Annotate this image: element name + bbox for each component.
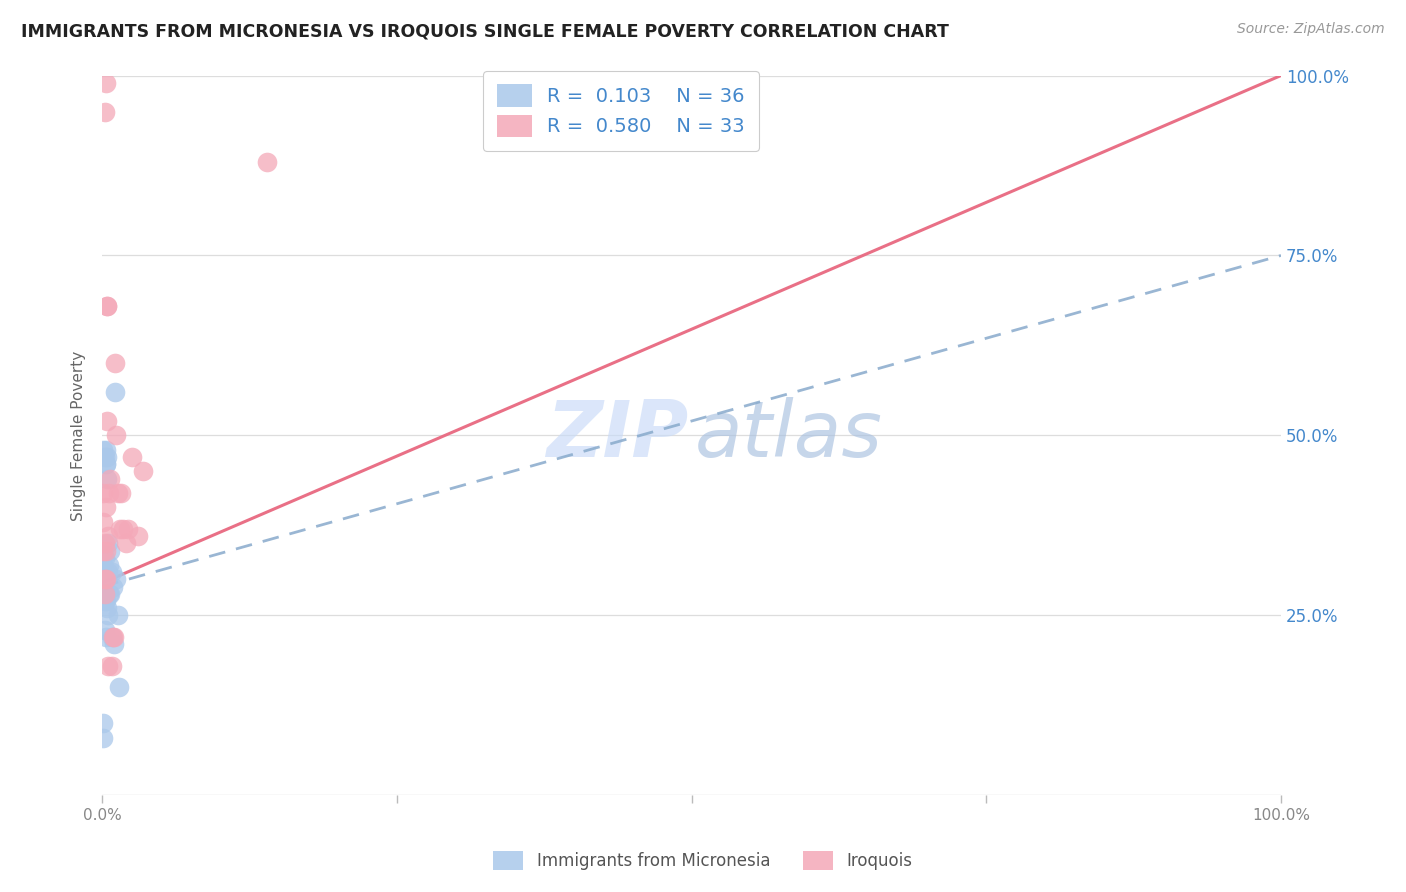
Text: IMMIGRANTS FROM MICRONESIA VS IROQUOIS SINGLE FEMALE POVERTY CORRELATION CHART: IMMIGRANTS FROM MICRONESIA VS IROQUOIS S… — [21, 22, 949, 40]
Point — [98, 486, 121, 500]
Point — [97, 565, 120, 579]
Point — [112, 522, 135, 536]
Point — [110, 486, 132, 500]
Point — [93, 716, 115, 731]
Point — [107, 608, 129, 623]
Point — [93, 486, 115, 500]
Point — [104, 385, 127, 400]
Point — [132, 464, 155, 478]
Point — [93, 536, 115, 550]
Point — [127, 529, 149, 543]
Point — [93, 573, 115, 587]
Point — [98, 558, 121, 572]
Point — [94, 594, 117, 608]
Point — [96, 450, 118, 464]
Point — [93, 565, 115, 579]
Point — [96, 299, 118, 313]
Point — [117, 522, 139, 536]
Point — [96, 414, 118, 428]
Text: ZIP: ZIP — [546, 398, 688, 474]
Point — [93, 550, 115, 565]
Point — [100, 472, 122, 486]
Point — [256, 154, 278, 169]
Legend: Immigrants from Micronesia, Iroquois: Immigrants from Micronesia, Iroquois — [486, 844, 920, 877]
Point — [114, 536, 136, 550]
Point — [93, 623, 115, 637]
Point — [105, 573, 128, 587]
Point — [93, 515, 115, 529]
Point — [121, 450, 143, 464]
Point — [93, 558, 115, 572]
Point — [94, 442, 117, 457]
Point — [101, 580, 124, 594]
Point — [101, 630, 124, 644]
Point — [103, 637, 125, 651]
Point — [94, 543, 117, 558]
Point — [97, 536, 120, 550]
Point — [107, 486, 129, 500]
Point — [98, 587, 121, 601]
Point — [100, 587, 122, 601]
Point — [94, 500, 117, 515]
Point — [93, 104, 115, 119]
Point — [93, 573, 115, 587]
Point — [93, 442, 115, 457]
Point — [93, 587, 115, 601]
Point — [104, 356, 127, 370]
Point — [108, 522, 131, 536]
Point — [97, 529, 120, 543]
Point — [97, 608, 120, 623]
Point — [96, 601, 118, 615]
Point — [93, 587, 115, 601]
Point — [94, 630, 117, 644]
Point — [93, 573, 115, 587]
Point — [96, 472, 118, 486]
Point — [94, 76, 117, 90]
Point — [93, 543, 115, 558]
Text: atlas: atlas — [695, 398, 883, 474]
Point — [94, 573, 117, 587]
Point — [93, 450, 115, 464]
Point — [100, 630, 122, 644]
Point — [93, 731, 115, 745]
Point — [105, 428, 128, 442]
Y-axis label: Single Female Poverty: Single Female Poverty — [72, 351, 86, 521]
Point — [107, 681, 129, 695]
Legend: R =  0.103    N = 36, R =  0.580    N = 33: R = 0.103 N = 36, R = 0.580 N = 33 — [484, 70, 759, 151]
Point — [94, 457, 117, 471]
Point — [100, 565, 122, 579]
Point — [100, 658, 122, 673]
Point — [103, 630, 125, 644]
Point — [100, 543, 122, 558]
Point — [97, 658, 120, 673]
Point — [93, 594, 115, 608]
Point — [94, 457, 117, 471]
Text: Source: ZipAtlas.com: Source: ZipAtlas.com — [1237, 22, 1385, 37]
Point — [94, 573, 117, 587]
Point — [96, 299, 118, 313]
